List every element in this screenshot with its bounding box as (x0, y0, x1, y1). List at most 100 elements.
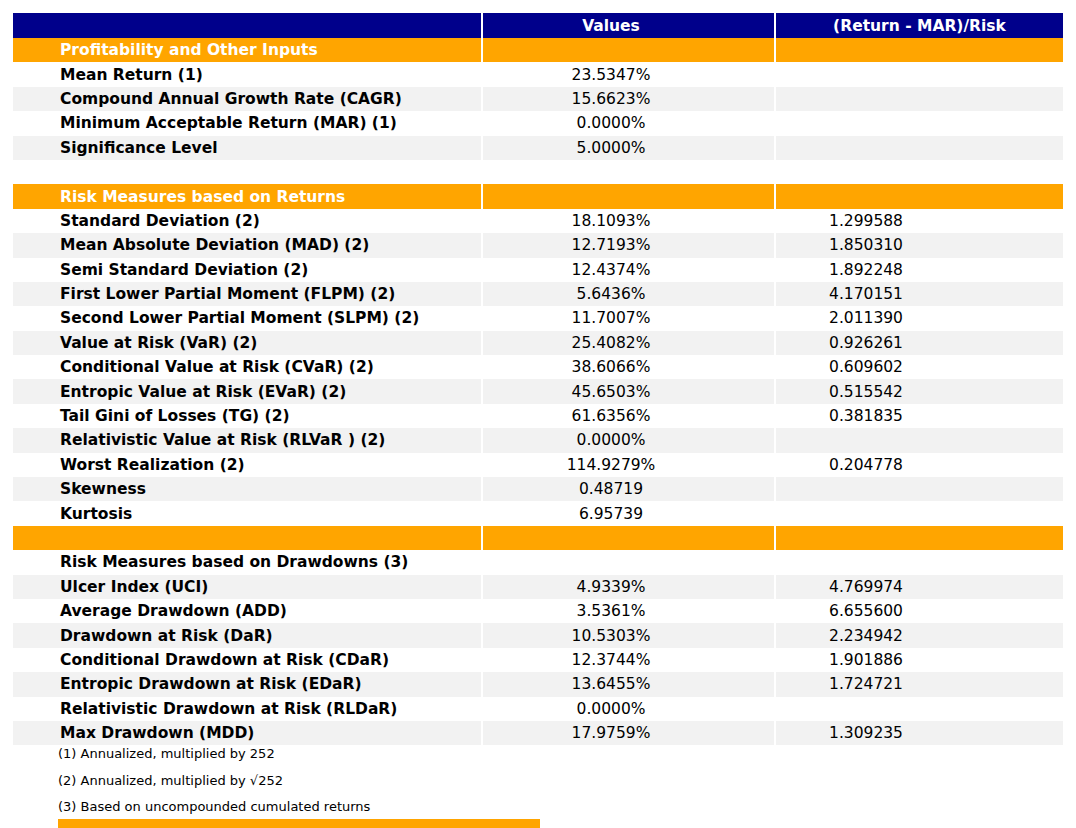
metric-ratio: 0.609602 (776, 355, 1063, 379)
metric-ratio: 0.204778 (776, 453, 1063, 477)
footnote-3: (3) Based on uncompounded cumulated retu… (13, 794, 1063, 821)
metric-value: 12.3744% (483, 648, 774, 672)
table-row-flpm: First Lower Partial Moment (FLPM) (2) 5.… (13, 282, 1063, 306)
metric-ratio: 4.170151 (776, 282, 1063, 306)
table-row-rlvar: Relativistic Value at Risk (RLVaR ) (2) … (13, 428, 1063, 452)
metric-label: Tail Gini of Losses (TG) (2) (13, 404, 481, 428)
table-row-evar: Entropic Value at Risk (EVaR) (2) 45.650… (13, 379, 1063, 403)
section-ratio-cell (776, 184, 1063, 208)
header-ratio-cell: (Return - MAR)/Risk (776, 13, 1063, 38)
metric-value: 45.6503% (483, 379, 774, 403)
section-title: Risk Measures based on Drawdowns (3) (13, 550, 481, 574)
metric-ratio: 1.724721 (776, 672, 1063, 696)
metric-value: 4.9339% (483, 575, 774, 599)
metric-value: 17.9759% (483, 721, 774, 745)
risk-report-table: Values (Return - MAR)/Risk Profitability… (13, 13, 1063, 821)
metric-label: Drawdown at Risk (DaR) (13, 623, 481, 647)
metric-value: 5.6436% (483, 282, 774, 306)
table-row-slpm: Second Lower Partial Moment (SLPM) (2) 1… (13, 306, 1063, 330)
metric-ratio: 1.309235 (776, 721, 1063, 745)
metric-value: 0.0000% (483, 697, 774, 721)
table-row-mean-return: Mean Return (1) 23.5347% (13, 62, 1063, 86)
metric-ratio: 1.850310 (776, 233, 1063, 257)
metric-label: Skewness (13, 477, 481, 501)
metric-value: 38.6066% (483, 355, 774, 379)
table-row-dar: Drawdown at Risk (DaR) 10.5303% 2.234942 (13, 623, 1063, 647)
metric-label: Relativistic Drawdown at Risk (RLDaR) (13, 697, 481, 721)
metric-value: 61.6356% (483, 404, 774, 428)
metric-label: Compound Annual Growth Rate (CAGR) (13, 87, 481, 111)
table-row-skewness: Skewness 0.48719 (13, 477, 1063, 501)
footnotes: (1) Annualized, multiplied by 252 (2) An… (13, 741, 1063, 821)
table-row-average-drawdown: Average Drawdown (ADD) 3.5361% 6.655600 (13, 599, 1063, 623)
metric-label: Relativistic Value at Risk (RLVaR ) (2) (13, 428, 481, 452)
table-row-ulcer-index: Ulcer Index (UCI) 4.9339% 4.769974 (13, 575, 1063, 599)
metric-label: Significance Level (13, 136, 481, 160)
table-row-rldar: Relativistic Drawdown at Risk (RLDaR) 0.… (13, 697, 1063, 721)
table-row-mad: Mean Absolute Deviation (MAD) (2) 12.719… (13, 233, 1063, 257)
table-row-semi-standard-deviation: Semi Standard Deviation (2) 12.4374% 1.8… (13, 258, 1063, 282)
metric-ratio (776, 501, 1063, 525)
metric-ratio: 0.926261 (776, 331, 1063, 355)
table-row-kurtosis: Kurtosis 6.95739 (13, 501, 1063, 525)
metric-label: Ulcer Index (UCI) (13, 575, 481, 599)
metric-value: 114.9279% (483, 453, 774, 477)
header-metric-cell (13, 13, 481, 38)
metric-label: Kurtosis (13, 501, 481, 525)
table-row-worst-realization: Worst Realization (2) 114.9279% 0.204778 (13, 453, 1063, 477)
table-row-cvar: Conditional Value at Risk (CVaR) (2) 38.… (13, 355, 1063, 379)
metric-value: 10.5303% (483, 623, 774, 647)
metric-ratio (776, 136, 1063, 160)
metric-ratio (776, 87, 1063, 111)
metric-ratio (776, 697, 1063, 721)
metric-label: Second Lower Partial Moment (SLPM) (2) (13, 306, 481, 330)
section-ratio-cell (776, 38, 1063, 62)
metric-value: 12.7193% (483, 233, 774, 257)
table-row-edar: Entropic Drawdown at Risk (EDaR) 13.6455… (13, 672, 1063, 696)
metric-value: 15.6623% (483, 87, 774, 111)
metric-label: Semi Standard Deviation (2) (13, 258, 481, 282)
metric-value: 18.1093% (483, 209, 774, 233)
section-profitability: Profitability and Other Inputs (13, 38, 1063, 62)
metric-label: Minimum Acceptable Return (MAR) (1) (13, 111, 481, 135)
metric-ratio: 0.515542 (776, 379, 1063, 403)
metric-ratio: 4.769974 (776, 575, 1063, 599)
metric-ratio (776, 428, 1063, 452)
metric-value: 3.5361% (483, 599, 774, 623)
table-row-standard-deviation: Standard Deviation (2) 18.1093% 1.299588 (13, 209, 1063, 233)
metric-label: Entropic Value at Risk (EVaR) (2) (13, 379, 481, 403)
section-risk-returns: Risk Measures based on Returns (13, 184, 1063, 208)
metric-value: 0.0000% (483, 428, 774, 452)
metric-value: 13.6455% (483, 672, 774, 696)
header-values-cell: Values (483, 13, 774, 38)
section-title: Profitability and Other Inputs (13, 38, 481, 62)
truncated-section-bar (58, 819, 540, 828)
metric-label: Conditional Drawdown at Risk (CDaR) (13, 648, 481, 672)
section-risk-drawdowns-title: Risk Measures based on Drawdowns (3) (13, 550, 1063, 574)
table-row-cdar: Conditional Drawdown at Risk (CDaR) 12.3… (13, 648, 1063, 672)
table-row-tail-gini: Tail Gini of Losses (TG) (2) 61.6356% 0.… (13, 404, 1063, 428)
table-row-mar: Minimum Acceptable Return (MAR) (1) 0.00… (13, 111, 1063, 135)
metric-value: 23.5347% (483, 62, 774, 86)
metric-ratio: 2.234942 (776, 623, 1063, 647)
table-header-row: Values (Return - MAR)/Risk (13, 13, 1063, 38)
footnote-2: (2) Annualized, multiplied by √252 (13, 768, 1063, 795)
metric-label: Standard Deviation (2) (13, 209, 481, 233)
metric-ratio: 6.655600 (776, 599, 1063, 623)
metric-value: 12.4374% (483, 258, 774, 282)
section-title: Risk Measures based on Returns (13, 184, 481, 208)
metric-label: Value at Risk (VaR) (2) (13, 331, 481, 355)
metric-value: 5.0000% (483, 136, 774, 160)
metric-label: First Lower Partial Moment (FLPM) (2) (13, 282, 481, 306)
metric-value: 11.7007% (483, 306, 774, 330)
metric-ratio (776, 477, 1063, 501)
section-value-cell (483, 38, 774, 62)
metric-value: 25.4082% (483, 331, 774, 355)
metric-label: Worst Realization (2) (13, 453, 481, 477)
metric-ratio: 0.381835 (776, 404, 1063, 428)
section-value-cell (483, 184, 774, 208)
metric-label: Conditional Value at Risk (CVaR) (2) (13, 355, 481, 379)
spacer-row (13, 160, 1063, 184)
table-row-var: Value at Risk (VaR) (2) 25.4082% 0.92626… (13, 331, 1063, 355)
metric-ratio: 2.011390 (776, 306, 1063, 330)
